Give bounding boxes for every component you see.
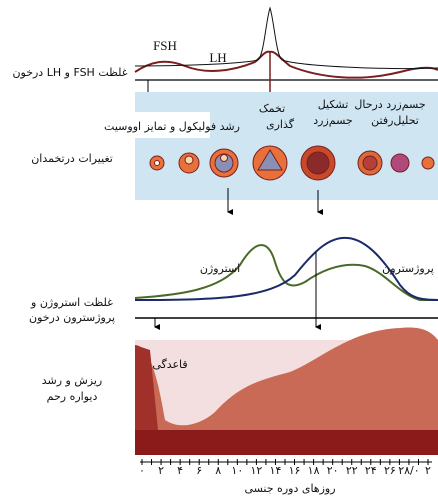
fsh-lh-axis-label: غلظت FSH و LH درخون	[12, 66, 127, 79]
ovary-label: تشکیل	[318, 98, 349, 111]
ovary-label: تخمک	[259, 102, 285, 115]
tick-label: ۱۲	[250, 464, 262, 477]
tick-label: ۱۶	[289, 464, 301, 477]
uterus-label: دیواره رحم	[47, 390, 98, 403]
bottom-curves	[135, 238, 438, 327]
tick-label: ۲۴	[365, 464, 377, 477]
ovary-label: گذاری	[266, 118, 295, 131]
axis-title: روزهای دوره جنسی	[244, 482, 335, 495]
tick-label: ۱۰	[231, 464, 243, 477]
ovary-label: جسم‌زرد	[313, 114, 352, 127]
ovary-label: رشد فولیکول و تمایز اووسیت	[104, 120, 240, 133]
steroid-axis-label: پروژسترون درخون	[29, 311, 115, 324]
tick-label: ۸	[215, 464, 221, 477]
menstruation-label: قاعدگی	[152, 358, 187, 371]
progesterone-label: پروژسترون	[382, 262, 434, 275]
steroid-axis-label: غلظت استروژن و	[30, 296, 113, 309]
lh-label: LH	[209, 50, 226, 65]
tick-label: ۲	[425, 464, 431, 477]
endometrium	[135, 328, 438, 456]
diagram: FSH LH غلظت FSH و LH درخون جسم‌زرد درحال…	[0, 0, 438, 500]
top-curves	[135, 8, 438, 98]
tick-label: ۱۴	[270, 464, 282, 477]
tick-label: ۲۰	[327, 464, 339, 477]
estrogen-label: استروژن	[200, 262, 240, 275]
tick-label: ۰	[139, 464, 145, 477]
ovary-title: تغییرات درتخمدان	[31, 152, 113, 165]
ovary-label: تحلیل‌رفتن	[371, 114, 419, 127]
fsh-label: FSH	[153, 38, 177, 53]
tick-label: ۲۲	[346, 464, 358, 477]
tick-label: ۲۸/۰	[398, 464, 419, 477]
tick-label: ۲۶	[384, 464, 396, 477]
tick-label: ۶	[196, 464, 202, 477]
tick-label: ۲	[158, 464, 164, 477]
tick-label: ۱۸	[308, 464, 320, 477]
tick-label: ۴	[177, 464, 183, 477]
ovary-label: جسم‌زرد درحال	[354, 98, 425, 111]
uterus-label: ریزش و رشد	[42, 374, 102, 387]
